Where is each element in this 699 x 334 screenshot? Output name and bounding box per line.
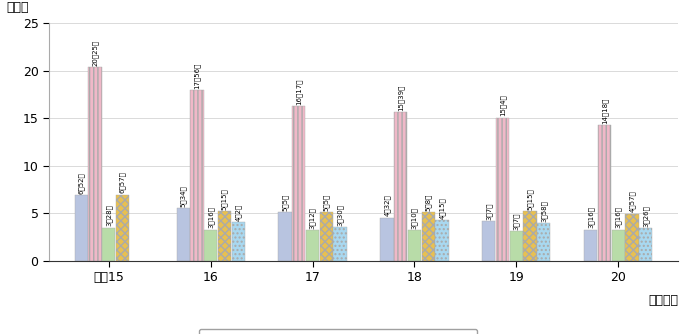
Bar (496, 118, 509, 261)
Bar (306, 230, 319, 261)
Text: 3分28秒: 3分28秒 (106, 205, 112, 226)
Bar (421, 212, 435, 261)
Text: （年度）: （年度） (648, 294, 678, 307)
Bar (116, 195, 129, 261)
Text: 5分15秒: 5分15秒 (527, 188, 533, 209)
Bar (292, 106, 305, 261)
Bar (177, 208, 189, 261)
Bar (75, 195, 88, 261)
Bar (538, 223, 550, 261)
Bar (394, 112, 408, 261)
Text: 3分16秒: 3分16秒 (587, 206, 594, 228)
Legend: 加入電話, ISDN, 携帯電話, PHS, IP電話: 加入電話, ISDN, 携帯電話, PHS, IP電話 (199, 329, 477, 334)
Bar (626, 213, 639, 261)
Text: 15分4秒: 15分4秒 (499, 95, 506, 117)
Text: 5分34秒: 5分34秒 (180, 185, 187, 206)
Text: 5分5秒: 5分5秒 (282, 194, 289, 211)
Text: 4分2秒: 4分2秒 (235, 204, 241, 221)
Text: （分）: （分） (6, 1, 29, 14)
Text: 20分25秒: 20分25秒 (92, 40, 99, 66)
Bar (435, 220, 449, 261)
Bar (278, 212, 291, 261)
Bar (598, 125, 611, 261)
Text: 5分15秒: 5分15秒 (221, 188, 228, 209)
Bar (639, 228, 652, 261)
Text: 3分30秒: 3分30秒 (337, 204, 343, 226)
Text: 3分12秒: 3分12秒 (309, 207, 316, 229)
Text: 16分17秒: 16分17秒 (296, 78, 302, 105)
Bar (482, 221, 496, 261)
Bar (190, 91, 203, 261)
Bar (612, 229, 625, 261)
Bar (102, 228, 115, 261)
Text: 3分16秒: 3分16秒 (615, 206, 621, 228)
Bar (319, 212, 333, 261)
Text: 14分18秒: 14分18秒 (601, 98, 607, 124)
Text: 3分7秒: 3分7秒 (486, 203, 492, 220)
Text: 3分58秒: 3分58秒 (540, 200, 547, 222)
Bar (380, 217, 394, 261)
Text: 3分26秒: 3分26秒 (642, 205, 649, 227)
Bar (524, 211, 537, 261)
Bar (231, 222, 245, 261)
Text: 3分10秒: 3分10秒 (411, 207, 418, 229)
Bar (218, 211, 231, 261)
Bar (204, 229, 217, 261)
Text: 4分57秒: 4分57秒 (628, 191, 635, 212)
Bar (510, 231, 523, 261)
Text: 5分8秒: 5分8秒 (425, 193, 431, 211)
Text: 3分16秒: 3分16秒 (208, 206, 214, 228)
Bar (333, 227, 347, 261)
Text: 6分52秒: 6分52秒 (78, 172, 85, 194)
Text: 4分32秒: 4分32秒 (384, 195, 390, 216)
Text: 17分56秒: 17分56秒 (194, 63, 200, 89)
Bar (88, 67, 101, 261)
Text: 15分39秒: 15分39秒 (397, 85, 404, 111)
Text: 6分57秒: 6分57秒 (120, 172, 126, 193)
Text: 4分15秒: 4分15秒 (438, 197, 445, 219)
Text: 5分5秒: 5分5秒 (323, 194, 330, 211)
Bar (584, 229, 597, 261)
Text: 3分7秒: 3分7秒 (513, 212, 519, 230)
Bar (408, 230, 421, 261)
